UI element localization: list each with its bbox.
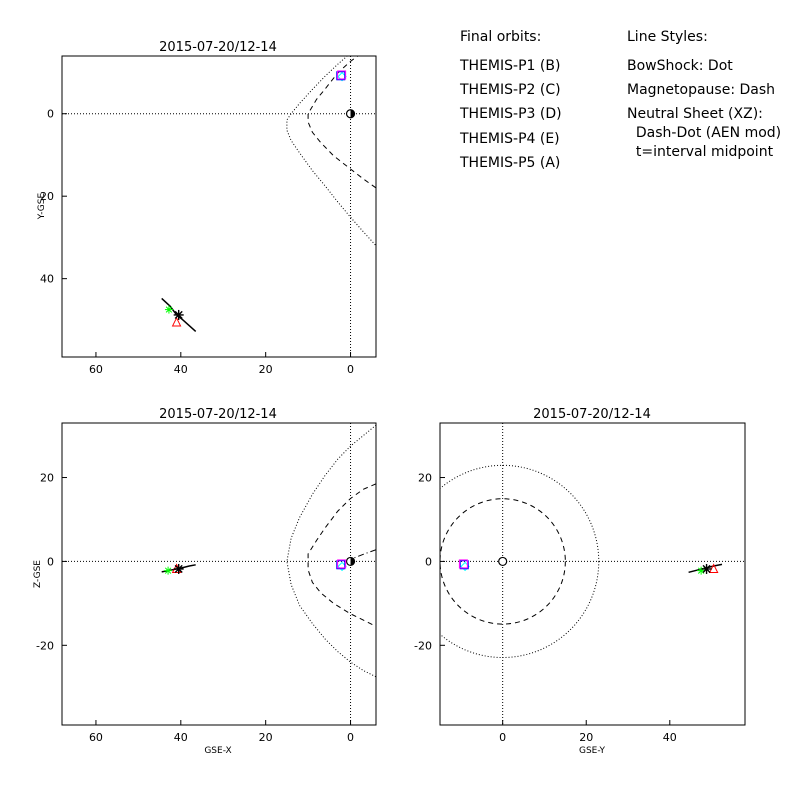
legend-orbit-p3: THEMIS-P3 (D) <box>459 106 562 122</box>
panel-yz-ytick-label: 20 <box>418 472 432 485</box>
panel-xy-xtick-label: 60 <box>89 363 103 376</box>
panel-yz-earth-symbol <box>498 556 508 567</box>
legend-orbit-p2: THEMIS-P2 (C) <box>459 82 561 98</box>
panel-xz-frame <box>61 422 377 726</box>
panel-xy-frame <box>61 55 377 358</box>
panel-yz-xtick-label: 40 <box>663 731 677 744</box>
legend-style-magnetopause: Magnetopause: Dash <box>627 82 775 98</box>
panel-xy-marker-p2 <box>164 305 173 314</box>
panel-yz-frame <box>439 422 746 726</box>
legend: Final orbits: THEMIS-P1 (B) THEMIS-P2 (C… <box>459 29 781 171</box>
panel-xz-xtick-label: 40 <box>174 731 188 744</box>
panel-xy-title: 2015-07-20/12-14 <box>159 40 277 55</box>
panel-xy-marker-p4 <box>336 71 346 81</box>
panel-xz-ytick-label: -20 <box>36 639 54 652</box>
panel-yz-bowshock <box>440 464 600 658</box>
panel-xy-marks <box>161 70 356 332</box>
panel-xy: 2015-07-20/12-14 Y-GSE 60 40 20 0 0 20 40 <box>37 40 377 376</box>
panel-xy-ytick-label: 0 <box>47 108 54 121</box>
legend-orbit-p4: THEMIS-P4 (E) <box>459 131 560 147</box>
panel-xy-marker-p5 <box>337 70 347 80</box>
panel-xy-curves <box>62 56 376 357</box>
panel-xy-bowshock <box>286 56 376 247</box>
panel-xy-marker-center <box>173 309 184 320</box>
panel-yz-marker-center <box>701 563 712 574</box>
panel-xz-curves <box>62 423 376 725</box>
panel-xy-ticks: 60 40 20 0 0 20 40 <box>40 108 354 376</box>
legend-orbit-p1: THEMIS-P1 (B) <box>459 58 560 74</box>
panel-yz-xtick-label: 0 <box>499 731 506 744</box>
panel-yz-marker-p1 <box>708 563 719 574</box>
panel-yz-ticks: 0 20 40 20 0 -20 <box>414 472 677 744</box>
panel-xz-marker-p4 <box>336 560 346 570</box>
panel-yz-title: 2015-07-20/12-14 <box>533 407 651 422</box>
panel-yz: 2015-07-20/12-14 GSE-Y 0 20 40 20 0 -20 <box>414 407 746 756</box>
panel-yz-marker-p4 <box>459 560 469 570</box>
panel-yz-xtick-label: 20 <box>579 731 593 744</box>
panel-xz-marker-p5 <box>337 559 347 569</box>
panel-xz: 2015-07-20/12-14 Z-GSE GSE-X 60 40 20 0 20 0 -… <box>33 407 377 756</box>
panel-yz-marker-p5 <box>458 559 468 569</box>
panel-xy-ytick-label: 40 <box>40 273 54 286</box>
legend-style-neutral-sheet: Neutral Sheet (XZ): <box>627 106 763 122</box>
panel-yz-ytick-label: -20 <box>414 639 432 652</box>
legend-style-bowshock: BowShock: Dot <box>627 58 733 74</box>
legend-orbit-p5: THEMIS-P5 (A) <box>459 155 560 171</box>
panel-xz-neutral-sheet <box>350 549 376 560</box>
panel-xz-magnetopause <box>307 483 376 627</box>
panel-xz-ticks: 60 40 20 0 20 0 -20 <box>36 472 354 744</box>
panel-xz-ytick-label: 20 <box>40 472 54 485</box>
legend-orbits-header: Final orbits: <box>460 29 541 45</box>
panel-xz-ytick-label: 0 <box>47 555 54 568</box>
panel-xy-orbit-trajectory <box>161 297 197 332</box>
panel-xz-xlabel: GSE-X <box>204 746 231 756</box>
panel-xz-marker-center <box>173 563 184 574</box>
legend-styles-header: Line Styles: <box>627 29 708 45</box>
panel-xz-marks <box>161 556 356 575</box>
panel-xy-ytick-label: 20 <box>40 190 54 203</box>
panel-xz-marker-p2 <box>164 566 173 575</box>
panel-yz-marker-p2 <box>697 566 706 575</box>
panel-xz-xtick-label: 20 <box>259 731 273 744</box>
panel-yz-curves <box>440 423 745 725</box>
panel-xy-marker-p1 <box>171 316 182 327</box>
legend-style-midpoint-note: t=interval midpoint <box>627 144 774 160</box>
panel-xz-ylabel: Z-GSE <box>33 560 43 588</box>
panel-xy-earth-symbol <box>345 109 356 119</box>
legend-style-neutral-sheet-detail: Dash-Dot (AEN mod) <box>627 125 781 141</box>
panel-yz-marks <box>458 556 723 575</box>
panel-yz-xlabel: GSE-Y <box>579 746 606 756</box>
panel-yz-magnetopause <box>440 498 566 625</box>
panel-xy-xtick-label: 20 <box>259 363 273 376</box>
panel-xz-xtick-label: 0 <box>347 731 354 744</box>
panel-xy-xtick-label: 40 <box>174 363 188 376</box>
panel-xy-magnetopause <box>307 56 376 189</box>
panel-xz-xtick-label: 60 <box>89 731 103 744</box>
panel-xz-earth-symbol <box>345 556 356 567</box>
panel-xz-bowshock <box>286 424 376 678</box>
panel-yz-ytick-label: 0 <box>425 555 432 568</box>
panel-xy-xtick-label: 0 <box>347 363 354 376</box>
panel-xy-ylabel: Y-GSE <box>37 193 47 221</box>
panel-xz-title: 2015-07-20/12-14 <box>159 407 277 422</box>
